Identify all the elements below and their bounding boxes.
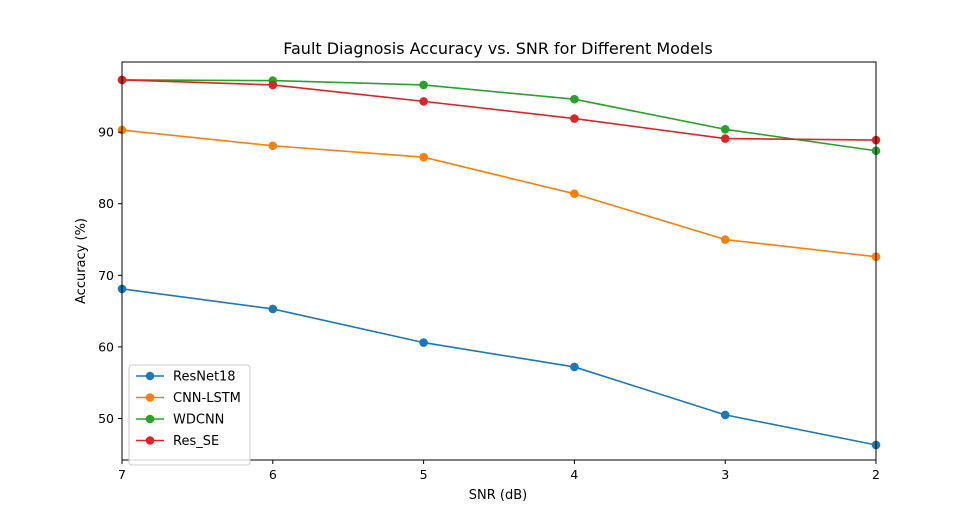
data-point	[419, 80, 428, 90]
data-point	[720, 124, 730, 134]
series-line	[121, 79, 877, 141]
data-point	[419, 152, 428, 162]
legend-marker	[145, 371, 155, 381]
legend-label: CNN-LSTM	[173, 391, 241, 406]
series-resnet18	[117, 284, 881, 450]
legend-marker	[145, 414, 155, 424]
series-line	[121, 288, 877, 446]
chart-title: Fault Diagnosis Accuracy vs. SNR for Dif…	[283, 39, 712, 58]
x-tick-label: 7	[118, 467, 126, 482]
data-point	[720, 134, 730, 143]
legend-marker	[145, 393, 155, 402]
legend-label: WDCNN	[173, 413, 224, 428]
plot-area: 7 6 5 4 3 2 50 60 70 80 90	[98, 61, 881, 482]
x-axis-label: SNR (dB)	[469, 488, 527, 503]
data-point	[570, 94, 579, 104]
y-axis-label: Accuracy (%)	[74, 218, 89, 304]
y-tick-label: 60	[98, 339, 114, 354]
legend-label: Res_SE	[173, 434, 219, 449]
legend: ResNet18 CNN-LSTM WDCNN Res_SE	[128, 364, 251, 466]
legend-entry: WDCNN	[136, 413, 224, 428]
x-tick-label: 5	[420, 467, 428, 482]
data-point	[268, 141, 278, 151]
data-point	[720, 235, 730, 244]
legend-entry: CNN-LSTM	[136, 391, 241, 406]
data-point	[268, 80, 278, 90]
data-point	[268, 304, 278, 314]
series-line	[121, 79, 877, 152]
y-tick-label: 90	[98, 125, 114, 140]
legend-marker	[145, 436, 155, 445]
y-tick-label: 70	[98, 268, 114, 283]
axes-frame	[121, 61, 877, 461]
x-tick-label: 4	[570, 467, 578, 482]
series-line	[121, 129, 877, 258]
data-point	[570, 114, 579, 123]
data-point	[419, 97, 428, 106]
data-point	[419, 338, 428, 347]
series-res-se	[117, 75, 881, 145]
y-tick-label: 50	[98, 411, 114, 426]
data-point	[720, 410, 730, 420]
data-point	[570, 189, 579, 199]
y-tick-label: 80	[98, 196, 114, 211]
x-tick-label: 2	[872, 467, 880, 482]
legend-entry: Res_SE	[136, 434, 219, 449]
legend-entry: ResNet18	[136, 370, 236, 385]
x-tick-label: 3	[721, 467, 729, 482]
data-point	[570, 362, 579, 372]
series-cnn-lstm	[117, 125, 881, 262]
series-wdcnn	[117, 75, 881, 156]
x-tick-label: 6	[269, 467, 277, 482]
legend-label: ResNet18	[173, 370, 236, 385]
